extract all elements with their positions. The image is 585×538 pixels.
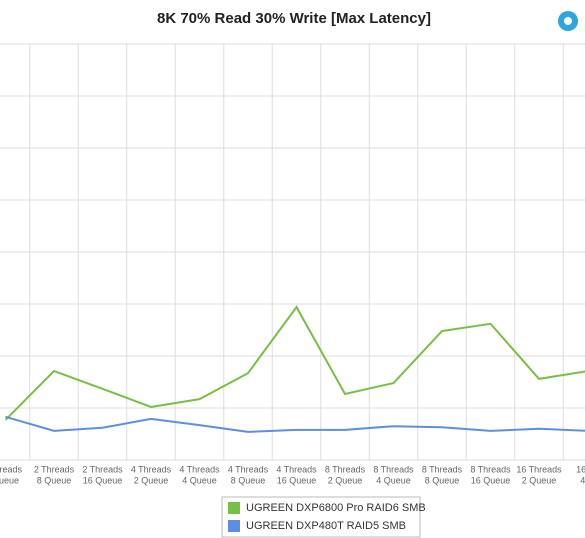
x-tick-label: Threads — [0, 464, 23, 474]
x-tick-label: 8 Threads — [373, 464, 414, 474]
x-tick-label: 16 Th — [576, 464, 585, 474]
x-tick-label: 4 Queue — [376, 475, 411, 485]
x-tick-label: 16 Queue — [277, 475, 317, 485]
series-line — [4, 305, 585, 421]
legend-swatch — [228, 520, 240, 532]
x-tick-label: 4 Threads — [131, 464, 172, 474]
x-tick-label: 4 Threads — [276, 464, 317, 474]
x-tick-label: 8 Queue — [231, 475, 266, 485]
x-tick-label: 2 Threads — [34, 464, 75, 474]
x-tick-label: 16 Threads — [516, 464, 562, 474]
x-tick-label: 4 Threads — [228, 464, 269, 474]
x-tick-label: 8 Threads — [325, 464, 366, 474]
legend-label: UGREEN DXP6800 Pro RAID6 SMB — [246, 502, 426, 514]
x-tick-label: 2 Queue — [134, 475, 169, 485]
x-tick-label: 16 Queue — [471, 475, 511, 485]
series-line — [5, 415, 585, 433]
x-tick-label: 2 Threads — [82, 464, 123, 474]
x-tick-label: 4 Queue — [182, 475, 217, 485]
x-tick-label: 8 Threads — [470, 464, 511, 474]
x-tick-label: Queue — [0, 475, 19, 485]
x-tick-label: 2 Queue — [328, 475, 363, 485]
x-tick-label: 2 Queue — [522, 475, 557, 485]
x-tick-label: 8 Threads — [422, 464, 463, 474]
x-tick-label: 4 Q — [580, 475, 585, 485]
chart-title: 8K 70% Read 30% Write [Max Latency] — [157, 10, 431, 27]
x-tick-label: 8 Queue — [37, 475, 72, 485]
menu-icon[interactable] — [558, 11, 578, 31]
legend-box — [221, 496, 421, 538]
x-tick-label: 8 Queue — [425, 475, 460, 485]
legend-swatch — [228, 502, 240, 514]
x-tick-label: 4 Threads — [179, 464, 220, 474]
x-tick-label: 16 Queue — [83, 475, 123, 485]
legend-label: UGREEN DXP480T RAID5 SMB — [246, 520, 406, 532]
